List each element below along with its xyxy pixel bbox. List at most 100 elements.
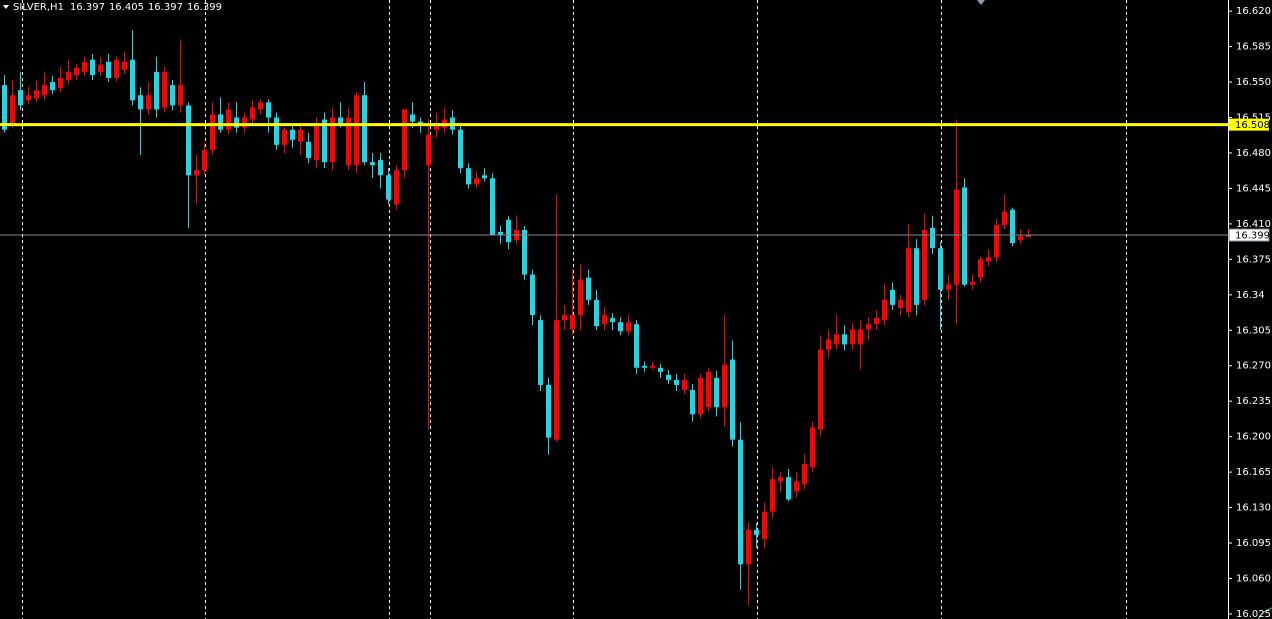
candle-body [650,365,655,368]
candle-body [1018,236,1023,241]
candle-body [690,390,695,415]
candle-body [666,374,671,380]
candle-body [922,229,927,300]
candle-body [538,320,543,385]
price-level-box [1229,118,1269,131]
candle-body [642,365,647,368]
candle-body [1026,235,1031,238]
candle-body [394,170,399,205]
candle-body [122,61,127,70]
candle-body [226,109,231,130]
candle-body [762,511,767,539]
candle-body [258,102,263,110]
candle-body [98,64,103,72]
y-tick-label: 16.480 [1236,148,1271,159]
y-tick-label: 16.270 [1236,361,1271,372]
candle-body [938,248,943,290]
candle-body [562,315,567,321]
candle-body [970,281,975,285]
candle-body [386,175,391,200]
candle-body [906,248,911,313]
close: 16.399 [187,2,222,13]
y-tick-label: 16.375 [1236,254,1271,265]
candle-body [698,377,703,415]
candle-body [306,141,311,159]
candle-body [546,384,551,438]
y-tick-label: 16.165 [1236,467,1271,478]
candle-body [770,479,775,512]
candle-body [250,107,255,120]
candle-body [586,277,591,300]
candle-body [554,320,559,440]
candle-body [50,82,55,91]
y-tick-label: 16.445 [1236,183,1271,194]
low: 16.397 [148,2,183,13]
price-level-label: 16.508 [1235,120,1270,131]
candle-body [170,85,175,106]
y-tick-label: 16.410 [1236,219,1271,230]
candle-body [266,102,271,118]
candle-body [114,59,119,79]
candle-body [146,95,151,110]
candle-body [130,59,135,101]
candle-body [794,481,799,492]
y-tick-label: 16.130 [1236,503,1271,514]
plot [2,30,1031,605]
candle-body [530,274,535,316]
candle-body [594,299,599,327]
candle-body [154,71,159,110]
bid-label: 16.399 [1235,231,1270,242]
candle-body [194,170,199,176]
candle-body [218,114,223,130]
candle-body [314,124,319,161]
candle-body [506,219,511,243]
candle-body [802,463,807,485]
open: 16.397 [70,2,105,13]
candle-body [634,324,639,368]
candle-body [946,284,951,290]
y-tick-label: 16.060 [1236,573,1271,584]
candle-body [210,114,215,150]
y-tick-label: 16.200 [1236,432,1271,443]
candle-body [850,329,855,345]
candle-body [882,299,887,321]
candle-body [778,477,783,482]
candle-body [658,367,663,372]
candle-body [354,95,359,166]
candle-body [610,318,615,323]
candle-body [290,129,295,140]
candle-body [370,162,375,166]
y-tick-label: 16.585 [1236,42,1271,53]
candle-body [522,229,527,275]
candle-body [90,59,95,75]
candle-body [986,257,991,262]
y-tick-label: 16.515 [1236,113,1271,124]
candle-body [10,95,15,125]
candle-body [138,95,143,110]
candle-body [378,160,383,176]
candle-body [786,477,791,500]
candle-body [818,349,823,430]
candle-body [570,315,575,330]
candle-body [810,427,815,468]
candle-body [42,85,47,96]
corner-mark [1257,607,1272,619]
candle-body [578,279,583,316]
candle-body [898,299,903,308]
candle-body [178,85,183,106]
candle-body [714,377,719,408]
candle-body [434,124,439,130]
candle-body [74,67,79,75]
candle-body [954,189,959,285]
candle-body [58,78,63,89]
candle-body [2,85,7,130]
candle-body [842,334,847,345]
candle-body [338,117,343,125]
candle-body [890,289,895,305]
candle-body [626,322,631,332]
candle-body [66,71,71,81]
y-tick-label: 16.550 [1236,77,1271,88]
candle-body [466,168,471,185]
candle-body [914,248,919,305]
